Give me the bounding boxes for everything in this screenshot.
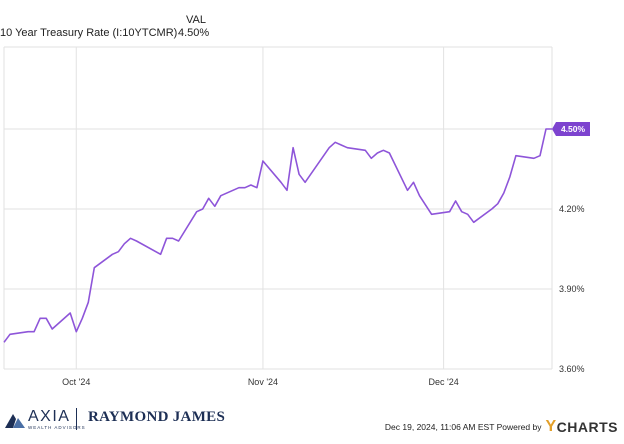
series-line [3, 128, 552, 343]
last-value-label: 4.50% [561, 124, 586, 134]
y-tick-label: 3.60% [559, 364, 585, 374]
axia-name: AXIA [28, 408, 71, 425]
current-value: 4.50% [178, 27, 210, 39]
series-name: 10 Year Treasury Rate (I:10YTCMR) [0, 27, 178, 39]
ycharts-logo[interactable]: Y CHARTS [545, 418, 618, 436]
x-tick-label: Nov '24 [248, 377, 278, 387]
ycharts-wordmark: CHARTS [556, 419, 618, 435]
raymond-james-logo: RAYMOND JAMES [88, 409, 226, 425]
y-tick-label: 3.90% [559, 284, 585, 294]
logo-divider [76, 408, 77, 430]
axia-mountain-icon [5, 414, 25, 428]
chart-legend-header: 10 Year Treasury Rate (I:10YTCMR) VAL 4.… [0, 13, 260, 45]
x-tick-label: Oct '24 [62, 377, 90, 387]
axia-tagline: WEALTH ADVISORS [28, 425, 86, 430]
ycharts-y-icon: Y [545, 418, 557, 435]
axia-logo: AXIA WEALTH ADVISORS [4, 409, 86, 431]
x-tick-label: Dec '24 [428, 377, 458, 387]
line-chart: 3.60% 3.90% 4.20% Oct '24 Nov '24 Dec '24 4.50… [3, 46, 590, 387]
timestamp: Dec 19, 2024, 11:06 AM EST Powered by [384, 422, 542, 432]
last-value-badge [552, 122, 590, 136]
val-column-header: VAL [186, 14, 206, 26]
footer: AXIA WEALTH ADVISORS RAYMOND JAMES Dec 1… [0, 400, 624, 444]
chart-credit: Dec 19, 2024, 11:06 AM EST Powered by Y … [385, 418, 618, 436]
y-tick-label: 4.20% [559, 204, 585, 214]
